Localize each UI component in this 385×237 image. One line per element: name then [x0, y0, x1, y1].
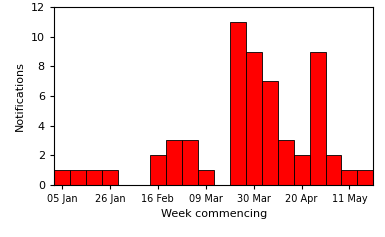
Bar: [246, 52, 262, 185]
Bar: [278, 140, 293, 185]
Bar: [262, 81, 278, 185]
Bar: [86, 170, 102, 185]
Bar: [310, 52, 325, 185]
Y-axis label: Notifications: Notifications: [15, 61, 25, 131]
Bar: [102, 170, 118, 185]
Bar: [229, 22, 246, 185]
Bar: [198, 170, 214, 185]
Bar: [70, 170, 86, 185]
Bar: [54, 170, 70, 185]
Bar: [182, 140, 198, 185]
Bar: [341, 170, 358, 185]
Bar: [325, 155, 341, 185]
Bar: [358, 170, 373, 185]
Bar: [293, 155, 310, 185]
Bar: [166, 140, 182, 185]
X-axis label: Week commencing: Week commencing: [161, 210, 267, 219]
Bar: [150, 155, 166, 185]
